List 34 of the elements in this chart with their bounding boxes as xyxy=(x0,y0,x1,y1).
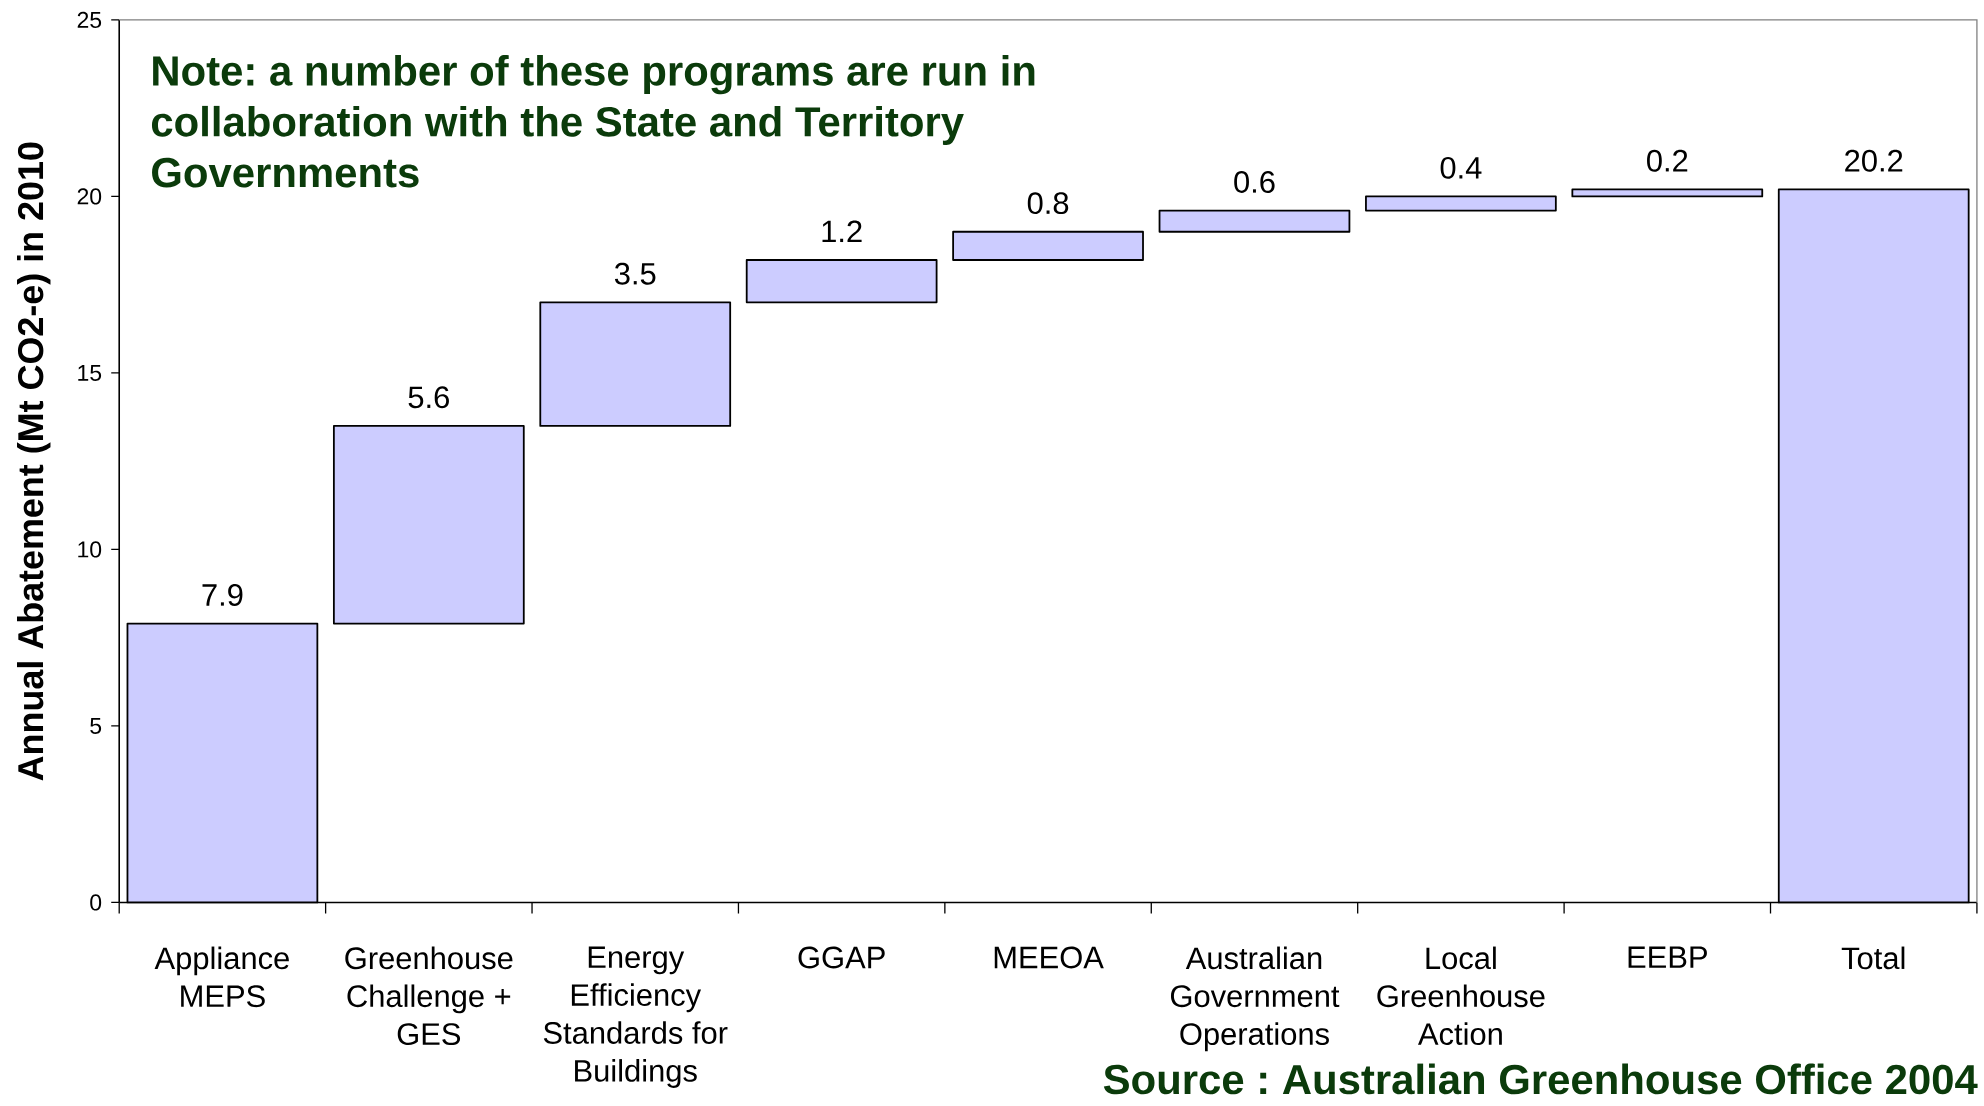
data-label: 0.2 xyxy=(1647,149,1688,172)
data-label: 0.4 xyxy=(1440,156,1482,179)
y-tick-label: 20 xyxy=(77,188,102,205)
x-tick-label: GGAP xyxy=(798,946,885,969)
source-note: Source : Australian Greenhouse Office 2004 xyxy=(1103,1063,1978,1095)
y-tick-label: 0 xyxy=(90,894,102,911)
annotation: Note: a number of these programs are run in collaboration with the State and Territory Governments xyxy=(151,55,1035,188)
bar xyxy=(332,425,525,625)
data-label: 5.6 xyxy=(408,386,449,409)
data-label: 3.5 xyxy=(614,262,656,285)
data-label: 1.2 xyxy=(822,220,862,243)
y-axis-title: Annual Abatement (Mt CO2-e) in 2010 xyxy=(17,142,51,781)
bar xyxy=(1158,209,1351,233)
x-tick-label: Australian Government Operations xyxy=(1170,946,1340,1052)
bar xyxy=(539,301,732,427)
x-tick-label: Appliance MEPS xyxy=(154,946,289,1008)
x-tick-label: Energy Efficiency Standards for Buildings xyxy=(543,946,728,1088)
y-tick-label: 5 xyxy=(90,718,102,735)
x-tick-label: MEEOA xyxy=(994,946,1104,969)
data-label: 7.9 xyxy=(202,584,243,606)
y-tick-label: 10 xyxy=(78,541,102,558)
bar xyxy=(745,259,938,304)
data-label: 20.2 xyxy=(1845,149,1903,172)
x-tick-label: Local Greenhouse Action xyxy=(1377,946,1545,1046)
data-label: 0.6 xyxy=(1234,171,1275,193)
bar xyxy=(1571,188,1764,198)
y-tick-label: 25 xyxy=(77,11,102,29)
x-tick-label: Total xyxy=(1841,946,1905,970)
y-tick-label: 15 xyxy=(78,364,102,381)
x-tick-label: Greenhouse Challenge + GES xyxy=(345,946,513,1046)
bar xyxy=(952,230,1144,261)
bar xyxy=(1365,195,1557,212)
x-tick-label: EEBP xyxy=(1628,946,1707,968)
data-label: 0.8 xyxy=(1027,192,1069,215)
